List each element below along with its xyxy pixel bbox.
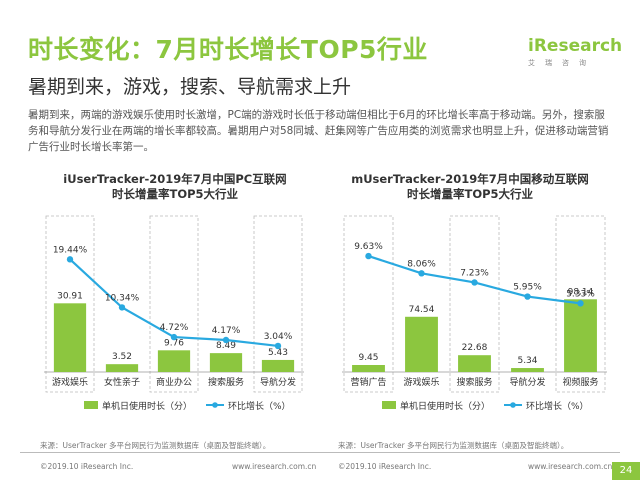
logo-brand-text: iResearch bbox=[528, 36, 623, 56]
growth-rate-point-1 bbox=[418, 270, 425, 277]
growth-rate-label-4: 3.04% bbox=[264, 332, 293, 342]
category-label-4: 导航分发 bbox=[260, 376, 296, 388]
legend-bar-swatch bbox=[84, 401, 98, 409]
page-number: 24 bbox=[612, 462, 640, 480]
category-label-3: 导航分发 bbox=[509, 376, 545, 388]
footer-right-url: www.iresearch.com.cn bbox=[528, 462, 613, 471]
category-label-0: 营销广告 bbox=[350, 376, 386, 388]
mobile-internet-chart: 9.45 营销广告 74.54 游戏娱乐 22.68 搜索服务 5.34 导航分发 98.14 视… bbox=[342, 215, 607, 412]
footer-right-copyright: ©2019.10 iResearch Inc. bbox=[338, 462, 432, 471]
chart1-title: iUserTracker-2019年7月中国PC互联网 时长增量率TOP5大行业 bbox=[40, 172, 310, 202]
bar-value-label-0: 30.91 bbox=[57, 291, 83, 301]
bar-value-label-0: 9.45 bbox=[358, 353, 378, 363]
growth-rate-point-2 bbox=[471, 279, 478, 286]
bar-value-label-1: 3.52 bbox=[112, 352, 132, 362]
category-label-0: 游戏娱乐 bbox=[52, 376, 88, 388]
chart1-title-line2: 时长增量率TOP5大行业 bbox=[111, 187, 239, 201]
growth-rate-point-3 bbox=[222, 336, 230, 344]
growth-rate-point-2 bbox=[170, 333, 178, 341]
chart1-title-line1: iUserTracker-2019年7月中国PC互联网 bbox=[63, 172, 287, 186]
chart2-title-line1: mUserTracker-2019年7月中国移动互联网 bbox=[351, 172, 589, 186]
bar-0 bbox=[53, 303, 87, 372]
growth-rate-label-0: 19.44% bbox=[53, 245, 88, 255]
category-highlight-box-4 bbox=[555, 215, 606, 393]
growth-rate-label-2: 7.23% bbox=[460, 268, 489, 278]
bar-value-label-3: 5.34 bbox=[517, 356, 537, 366]
legend-line-label: 环比增长（%） bbox=[526, 400, 589, 412]
growth-rate-point-3 bbox=[524, 293, 531, 300]
chart1-source: 来源：UserTracker 多平台网民行为监测数据库（桌面及智能终端）。 bbox=[40, 441, 271, 450]
bar-4 bbox=[261, 359, 295, 372]
category-label-2: 商业办公 bbox=[156, 376, 192, 388]
bar-3 bbox=[209, 353, 243, 372]
legend-line-marker bbox=[510, 402, 516, 408]
legend-bar-label: 单机日使用时长（分） bbox=[102, 400, 192, 412]
chart2-title-line2: 时长增量率TOP5大行业 bbox=[406, 187, 534, 201]
category-label-4: 视频服务 bbox=[562, 376, 598, 388]
legend-bar-label: 单机日使用时长（分） bbox=[400, 400, 490, 412]
pc-internet-chart: 30.91 游戏娱乐 3.52 女性亲子 9.76 商业办公 8.49 搜索服务 5.43 导航分… bbox=[44, 215, 304, 412]
page-title: 时长变化：7月时长增长TOP5行业 bbox=[28, 35, 428, 64]
bar-value-label-3: 8.49 bbox=[216, 341, 236, 351]
bar-value-label-4: 98.14 bbox=[568, 287, 594, 297]
footer-divider bbox=[20, 452, 620, 453]
footer-left-url: www.iresearch.com.cn bbox=[232, 462, 317, 471]
growth-rate-label-3: 5.95% bbox=[513, 283, 542, 293]
category-label-2: 搜索服务 bbox=[456, 376, 492, 388]
growth-rate-label-4: 5.33% bbox=[566, 289, 595, 299]
bar-1 bbox=[105, 364, 139, 372]
bar-4 bbox=[564, 299, 597, 372]
growth-rate-label-0: 9.63% bbox=[354, 242, 383, 252]
growth-rate-point-4 bbox=[274, 342, 282, 350]
chart2-title: mUserTracker-2019年7月中国移动互联网 时长增量率TOP5大行业 bbox=[330, 172, 610, 202]
iresearch-logo: iResearch 艾瑞咨询 bbox=[528, 36, 622, 68]
growth-rate-point-0 bbox=[66, 256, 74, 263]
category-highlight-box-0 bbox=[45, 215, 95, 393]
bar-1 bbox=[405, 316, 438, 372]
bar-value-label-2: 22.68 bbox=[462, 343, 488, 353]
bar-value-label-2: 9.76 bbox=[164, 338, 184, 348]
footer-left-copyright: ©2019.10 iResearch Inc. bbox=[40, 462, 134, 471]
bar-3 bbox=[511, 368, 544, 372]
growth-rate-point-1 bbox=[118, 304, 126, 311]
page-subtitle: 暑期到来，游戏，搜索、导航需求上升 bbox=[28, 76, 352, 98]
bar-2 bbox=[157, 350, 191, 372]
category-label-1: 游戏娱乐 bbox=[403, 376, 439, 388]
growth-rate-label-3: 4.17% bbox=[212, 326, 241, 336]
category-highlight-box-0 bbox=[343, 215, 394, 393]
category-highlight-box-2 bbox=[449, 215, 500, 393]
legend-bar-swatch bbox=[382, 401, 396, 409]
description-paragraph: 暑期到来，两端的游戏娱乐使用时长激增，PC端的游戏时长低于移动端但相比于6月的环… bbox=[28, 109, 609, 153]
chart2-source: 来源：UserTracker 多平台网民行为监测数据库（桌面及智能终端）。 bbox=[338, 441, 569, 450]
growth-rate-point-0 bbox=[365, 252, 372, 260]
legend-line-label: 环比增长（%） bbox=[228, 400, 291, 412]
growth-rate-label-2: 4.72% bbox=[160, 323, 189, 333]
logo-chinese-text: 艾瑞咨询 bbox=[528, 59, 596, 67]
bar-0 bbox=[352, 365, 385, 372]
bar-2 bbox=[458, 355, 491, 372]
legend-line-marker bbox=[212, 402, 218, 408]
bar-value-label-1: 74.54 bbox=[409, 305, 435, 315]
category-highlight-box-4 bbox=[253, 215, 303, 393]
growth-rate-label-1: 10.34% bbox=[105, 293, 140, 303]
growth-rate-label-1: 8.06% bbox=[407, 259, 436, 269]
category-label-1: 女性亲子 bbox=[104, 376, 140, 388]
category-label-3: 搜索服务 bbox=[208, 376, 244, 388]
growth-rate-point-4 bbox=[577, 300, 584, 307]
bar-value-label-4: 5.43 bbox=[268, 348, 288, 358]
category-highlight-box-2 bbox=[149, 215, 199, 393]
